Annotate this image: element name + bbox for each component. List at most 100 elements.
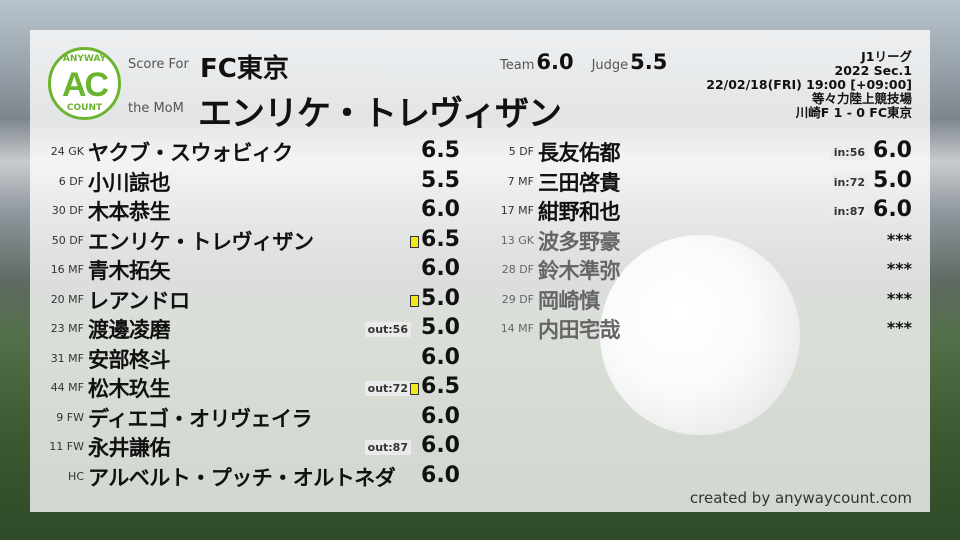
player-name: 岡崎慎 <box>538 288 600 313</box>
player-row: 50 DF エンリケ・トレヴィザン 6.5 <box>0 226 960 255</box>
yellow-card-icon <box>410 294 419 307</box>
mom-name: エンリケ・トレヴィザン <box>198 94 562 134</box>
season: 2022 Sec.1 <box>834 63 912 78</box>
player-row: 29 DF 岡崎慎 *** <box>0 285 960 314</box>
player-position: 23 MF <box>50 322 84 335</box>
team-score: 6.0 <box>536 50 574 74</box>
player-name: 安部柊斗 <box>88 347 171 372</box>
player-position: 30 DF <box>51 204 84 217</box>
player-position: 50 DF <box>51 233 84 247</box>
player-score: *** <box>886 229 912 249</box>
player-row: 30 DF 木本恭生 6.0 <box>0 196 960 225</box>
substitution-badge: out:72 <box>364 381 411 396</box>
player-score: 6.0 <box>421 462 460 488</box>
player-score: 5.5 <box>421 167 460 193</box>
substitution-badge: in:72 <box>830 174 868 190</box>
player-name: 永井謙佑 <box>88 436 171 460</box>
player-score: 6.0 <box>421 403 460 429</box>
player-score: 6.0 <box>421 344 460 370</box>
player-score: 6.0 <box>873 197 912 222</box>
player-name: アルベルト・プッチ・オルトネダ <box>88 465 396 490</box>
player-name: 波多野豪 <box>538 229 621 254</box>
substitution-badge: in:87 <box>830 204 868 219</box>
player-name: 内田宅哉 <box>538 318 621 342</box>
player-name: 鈴木準弥 <box>538 259 621 283</box>
player-name: 木本恭生 <box>88 200 171 224</box>
team-name: FC東京 <box>200 54 289 84</box>
player-name: 渡邊凌磨 <box>88 318 171 342</box>
match-info: J1リーグ 2022 Sec.1 22/02/18(FRI) 19:00 [+0… <box>706 50 912 120</box>
judge-score: 5.5 <box>630 50 668 74</box>
player-row: 13 GK 波多野豪 *** <box>0 226 960 255</box>
player-position: 28 DF <box>501 263 534 276</box>
substitution-badge: out:87 <box>364 440 411 455</box>
anywaycount-logo: ANYWAY AC COUNT <box>48 47 121 120</box>
player-position: 6 DF <box>58 174 84 188</box>
judge-score-label: Judge <box>591 58 629 73</box>
player-name: ディエゴ・オリヴェイラ <box>88 406 313 431</box>
player-name: 三田啓貴 <box>538 170 621 195</box>
player-name: 紺野和也 <box>538 200 621 224</box>
player-position: 5 DF <box>508 145 534 158</box>
player-row: 17 MF 紺野和也 6.0 in:87 <box>0 196 960 225</box>
player-score: 6.0 <box>873 138 912 163</box>
player-position: 17 MF <box>500 204 534 217</box>
player-name: ヤクブ・スウォビィク <box>88 141 293 165</box>
player-position: 7 MF <box>507 174 534 188</box>
logo-top-text: ANYWAY <box>62 54 107 64</box>
substitution-badge: out:56 <box>364 322 411 337</box>
logo-ac-text: AC <box>61 66 109 104</box>
player-position: 31 MF <box>50 351 84 365</box>
player-score: *** <box>886 259 912 278</box>
player-score: 6.0 <box>421 256 460 281</box>
player-row: 11 FW 永井謙佑 6.0 out:87 <box>0 432 960 461</box>
league: J1リーグ <box>861 49 912 64</box>
player-row: 16 MF 青木拓矢 6.0 <box>0 255 960 284</box>
player-row: HC アルベルト・プッチ・オルトネダ 6.0 <box>0 462 960 491</box>
substitution-badge: in:56 <box>830 145 868 160</box>
player-position: HC <box>68 469 84 483</box>
match-result: 川崎F 1 - 0 FC東京 <box>795 105 912 120</box>
player-name: 小川諒也 <box>88 170 171 195</box>
match-datetime: 22/02/18(FRI) 19:00 [+09:00] <box>706 77 912 92</box>
player-position: 14 MF <box>500 322 534 335</box>
mom-label: the MoM <box>128 101 184 116</box>
footer-credit: created by anywaycount.com <box>689 489 912 507</box>
player-name: エンリケ・トレヴィザン <box>88 229 314 254</box>
player-name: 松木玖生 <box>88 377 171 401</box>
stadium: 等々力陸上競技場 <box>811 91 912 106</box>
player-position: 20 MF <box>50 292 84 306</box>
rating-panel <box>30 30 930 512</box>
player-score: 6.5 <box>421 226 460 252</box>
player-row: 5 DF 長友佑都 6.0 in:56 <box>0 137 960 166</box>
team-score-label: Team <box>500 58 535 73</box>
player-row: 20 MF レアンドロ 5.0 <box>0 285 960 314</box>
player-score: 6.5 <box>421 138 460 163</box>
player-row: 28 DF 鈴木準弥 *** <box>0 255 960 284</box>
player-position: 24 GK <box>50 145 84 158</box>
player-row: 44 MF 松木玖生 6.5 out:72 <box>0 373 960 402</box>
player-row: 23 MF 渡邊凌磨 5.0 out:56 <box>0 314 960 343</box>
player-position: 11 FW <box>49 440 84 453</box>
player-row: 6 DF 小川諒也 5.5 <box>0 167 960 196</box>
player-row: 14 MF 内田宅哉 *** <box>0 314 960 343</box>
player-position: 29 DF <box>501 292 534 306</box>
player-score: 5.0 <box>873 167 912 193</box>
logo-bottom-text: COUNT <box>66 103 103 113</box>
player-name: 長友佑都 <box>538 141 621 165</box>
player-position: 9 FW <box>56 410 84 424</box>
player-score: *** <box>886 288 912 308</box>
player-position: 13 GK <box>500 233 534 247</box>
player-row: 7 MF 三田啓貴 5.0 in:72 <box>0 167 960 196</box>
yellow-card-icon <box>410 383 419 395</box>
player-position: 16 MF <box>50 263 84 276</box>
player-score: 6.5 <box>421 374 460 399</box>
score-for-label: Score For <box>128 57 189 72</box>
player-score: 6.0 <box>421 433 460 458</box>
player-score: 5.0 <box>421 285 460 311</box>
player-row: 24 GK ヤクブ・スウォビィク 6.5 <box>0 137 960 166</box>
player-row: 31 MF 安部柊斗 6.0 <box>0 344 960 373</box>
yellow-card-icon <box>410 235 419 248</box>
player-score: 6.0 <box>421 197 460 222</box>
player-row: 9 FW ディエゴ・オリヴェイラ 6.0 <box>0 403 960 432</box>
